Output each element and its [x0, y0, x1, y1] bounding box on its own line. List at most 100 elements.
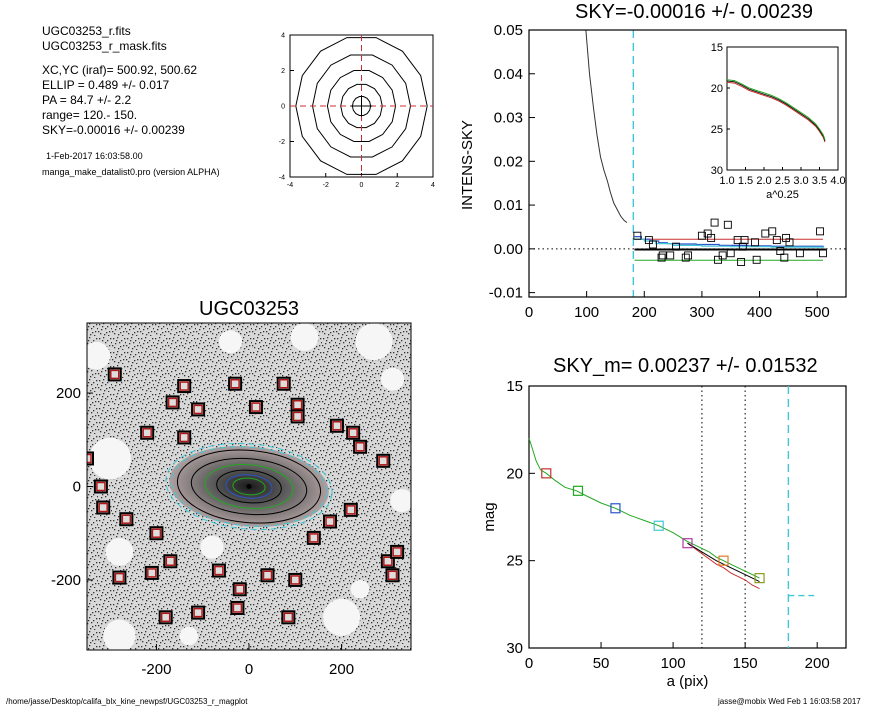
mask-box [165, 395, 180, 410]
masked-region [105, 538, 134, 566]
mag-xtick-label: 150 [733, 655, 758, 672]
isophote-ellipse [170, 446, 328, 527]
mask-box-inner [292, 400, 303, 410]
mask-box [163, 554, 178, 569]
inset-xtick-label: 2.5 [775, 175, 790, 187]
mask-box [306, 530, 321, 545]
mag-series-line [528, 438, 760, 579]
sky-point [772, 236, 781, 245]
image-xtick-label: -200 [141, 661, 171, 678]
inset-ytick-label: 20 [711, 83, 723, 95]
sky-point [785, 238, 794, 247]
mask-box [93, 479, 108, 494]
inset-red-line [726, 81, 826, 143]
mask-box-inner [378, 456, 388, 466]
info-pa: PA = 84.7 +/- 2.2 [42, 93, 132, 107]
mask-box-inner [121, 514, 132, 524]
mask-box-inner [309, 533, 319, 543]
mask-box [177, 430, 192, 445]
sky-point [633, 231, 642, 240]
image-ytick-label: -200 [51, 572, 81, 589]
mag-series-line [687, 542, 760, 583]
mask-box-inner [167, 397, 178, 408]
mask-box-inner [96, 481, 106, 492]
contour-ytick-label: 0 [281, 104, 285, 111]
image-xtick-label: 200 [329, 661, 354, 678]
sky-point [666, 251, 675, 260]
image-title: UGC03253 [199, 298, 300, 320]
mask-box-inner [262, 570, 273, 581]
mask-box [353, 439, 368, 454]
sky-point [644, 236, 653, 245]
mag-xtick-label: 0 [525, 655, 533, 672]
sky-point [672, 242, 680, 251]
sky-xtick-label: 0 [525, 304, 533, 321]
sky-point [818, 249, 827, 258]
sky-point [740, 236, 749, 245]
contour-xtick-label: 0 [360, 182, 364, 189]
mag-xtick-label: 100 [661, 655, 686, 672]
sky-point [816, 227, 825, 236]
mask-box [248, 400, 263, 415]
mask-box-inner [193, 607, 203, 618]
masked-region [218, 330, 243, 354]
sky-ytick-label: 0.01 [494, 197, 523, 214]
isophote-ellipse [190, 457, 308, 516]
sky-point [726, 249, 735, 258]
contour-ytick-label: -4 [279, 175, 285, 182]
mask-box [119, 512, 134, 527]
mask-box [96, 500, 111, 515]
mask-box-inner [179, 381, 189, 391]
contour-plot: -4 -2 0 2 4 -4 -2 0 2 4 [279, 33, 435, 190]
inset-ytick-label: 30 [711, 165, 723, 177]
mask-box-inner [142, 428, 152, 438]
mask-box-inner [234, 584, 245, 595]
sky-point [795, 249, 804, 258]
sky-point [750, 238, 759, 247]
mask-box-inner [193, 404, 203, 415]
inset-xtick-label: 1.0 [719, 175, 734, 187]
mag-ylabel: mag [481, 502, 498, 531]
info-maskname: UGC03253_r_mask.fits [42, 39, 167, 53]
mask-box [376, 453, 391, 468]
masked-region [87, 341, 111, 370]
image-data [87, 323, 411, 650]
galaxy-image-plot: -200 0 200 200 0 -200 [51, 322, 412, 678]
sky-point [658, 251, 667, 260]
info-range: range= 120.- 150. [42, 108, 138, 122]
masked-region [380, 367, 405, 391]
isophote-ellipse [216, 469, 282, 504]
mask-box-inner [355, 442, 365, 452]
info-center: XC,YC (iraf)= 500.92, 500.62 [42, 63, 198, 77]
mask-box-inner [179, 432, 189, 443]
masked-region [350, 580, 370, 599]
mask-box-inner [392, 547, 402, 557]
sky-point [776, 247, 785, 255]
sky-point [780, 253, 789, 262]
footer-user-time: jasse@mobix Wed Feb 1 16:03:58 2017 [718, 697, 861, 706]
isophote-ellipse [204, 463, 294, 510]
mask-box [140, 425, 155, 440]
sky-point [737, 258, 746, 266]
mask-box [385, 568, 400, 583]
info-program: manga_make_datalist0.pro (version ALPHA) [42, 167, 220, 177]
mag-xtick-label: 200 [805, 655, 830, 672]
mask-box [290, 409, 305, 424]
mask-box-inner [87, 453, 92, 464]
isophote-ellipse [165, 442, 333, 531]
isophote-ellipse [225, 474, 273, 499]
inset-frame [726, 46, 839, 171]
sky-ytick-label: 0.00 [494, 241, 523, 258]
mag-ytick-label: 15 [506, 378, 523, 395]
isophote-ellipse [232, 477, 266, 496]
info-sky: SKY=-0.00016 +/- 0.00239 [42, 123, 185, 137]
sky-point [761, 229, 770, 238]
mask-box-inner [147, 568, 157, 578]
mag-xlabel: a (pix) [667, 673, 709, 690]
sky-ytick-label: 0.02 [494, 153, 523, 170]
mask-box [112, 570, 127, 585]
mask-box [158, 610, 173, 625]
sky-point [752, 255, 761, 264]
masked-region [103, 619, 136, 650]
